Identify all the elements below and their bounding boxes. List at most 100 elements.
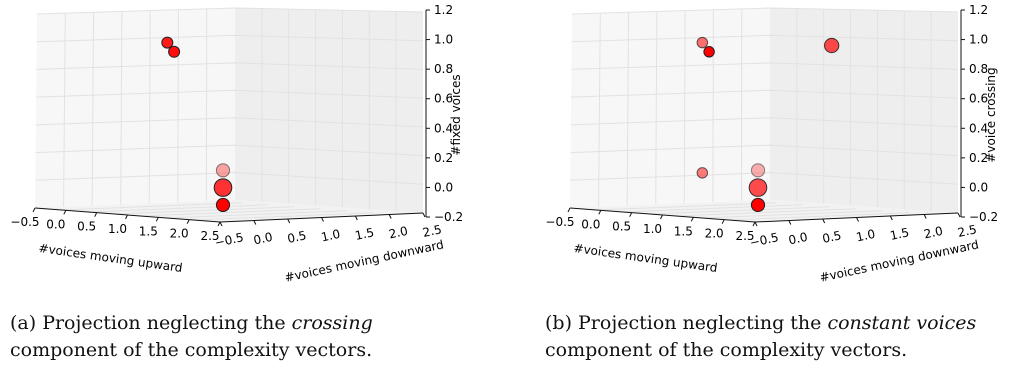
y-tick xyxy=(287,218,291,224)
data-point xyxy=(696,36,709,49)
x-tick-label: 1.0 xyxy=(643,222,662,236)
x-tick xyxy=(125,214,128,220)
z-tick-label: 0.8 xyxy=(969,62,988,76)
gridline xyxy=(570,144,959,157)
y-tick-label: 0.0 xyxy=(252,230,274,248)
caption-b-suffix: component of the complexity vectors. xyxy=(545,339,908,361)
gridline xyxy=(35,144,424,157)
gridline xyxy=(728,212,909,221)
data-point xyxy=(824,37,840,54)
z-tick-label: −0.2 xyxy=(434,210,463,224)
caption-b: (b) Projection neglecting the constant v… xyxy=(545,310,1000,364)
floor xyxy=(35,200,423,222)
gridline xyxy=(63,13,66,207)
x-tick-label: 1.0 xyxy=(108,222,127,236)
data-point xyxy=(213,178,233,197)
gridline xyxy=(649,206,830,215)
gridline xyxy=(177,9,179,203)
z-tick-label: 0.6 xyxy=(969,92,988,106)
z-axis-label: #fixed voices xyxy=(449,74,463,155)
data-point xyxy=(750,163,766,178)
z-tick-label: 0.2 xyxy=(434,151,453,165)
x-tick-label: 1.5 xyxy=(674,224,693,238)
y-tick-label: 1.5 xyxy=(354,225,376,243)
y-tick xyxy=(321,217,324,222)
chart-a: −0.5 0.0 0.5 1.0 1.5 2.0 2.5 #voices moving upw… xyxy=(10,3,463,285)
y-tick xyxy=(354,215,358,221)
x-tick-label: 2.0 xyxy=(705,227,724,241)
x-axis-label: #voices moving upward xyxy=(573,241,719,275)
x-tick xyxy=(94,212,98,217)
y-tick xyxy=(889,215,893,221)
x-tick-label: 2.5 xyxy=(735,229,754,243)
y-tick xyxy=(253,220,257,225)
y-tick-label: 1.5 xyxy=(889,225,911,243)
y-tick xyxy=(822,218,826,224)
gridline xyxy=(675,208,856,217)
data-point xyxy=(168,45,181,58)
x-tick-label: 0.5 xyxy=(612,220,631,234)
caption-b-prefix: (b) Projection neglecting the xyxy=(545,312,828,334)
right-wall xyxy=(235,8,423,213)
z-tick-label: −0.2 xyxy=(969,210,998,224)
gridline xyxy=(87,204,268,213)
caption-a-prefix: (a) Projection neglecting the xyxy=(10,312,292,334)
gridline xyxy=(35,172,424,185)
x-tick-label: 0.0 xyxy=(581,217,600,231)
x-tick xyxy=(155,217,159,222)
x-tick-label: 2.0 xyxy=(170,227,189,241)
z-tick-label: 1.0 xyxy=(969,33,988,47)
y-tick xyxy=(923,214,927,219)
x-tick xyxy=(660,214,663,220)
gridline xyxy=(626,12,630,206)
z-tick-label: 0.6 xyxy=(434,92,453,106)
gridline xyxy=(571,7,959,15)
x-tick xyxy=(752,221,756,227)
gridline xyxy=(570,117,959,128)
gridline xyxy=(193,212,374,221)
y-tick-label: 0.5 xyxy=(286,228,308,246)
y-tick xyxy=(856,217,859,222)
z-tick-label: 0.2 xyxy=(969,151,988,165)
y-tick-label: 2.0 xyxy=(388,224,410,242)
x-tick-label: −0.5 xyxy=(10,215,39,229)
y-tick xyxy=(957,212,961,218)
chart-b: −0.5 0.0 0.5 1.0 1.5 2.0 2.5 #voices moving upw… xyxy=(545,3,998,285)
gridline xyxy=(36,7,424,15)
z-tick-label: 0.0 xyxy=(434,180,453,194)
gridline xyxy=(35,117,424,128)
x-tick xyxy=(567,207,571,213)
chart-panel-a: −0.5 0.0 0.5 1.0 1.5 2.0 2.5 #voices moving upw… xyxy=(5,0,475,290)
y-tick-label: 2.5 xyxy=(956,222,978,240)
y-tick-label: −0.5 xyxy=(213,230,244,250)
gridline xyxy=(571,89,959,99)
chart-panel-b: −0.5 0.0 0.5 1.0 1.5 2.0 2.5 #voices moving upw… xyxy=(540,0,1009,290)
y-axis-label: #voices moving downward xyxy=(818,237,980,284)
x-tick xyxy=(186,219,190,224)
data-point xyxy=(161,36,174,49)
gridline xyxy=(702,210,883,219)
x-tick xyxy=(598,210,602,215)
caption-a: (a) Projection neglecting the crossing c… xyxy=(10,310,465,364)
z-axis-label: #voice crossing xyxy=(984,67,998,162)
data-point xyxy=(215,163,231,178)
gridline xyxy=(36,34,424,43)
y-tick xyxy=(788,220,792,225)
z-tick-label: 0.0 xyxy=(969,180,988,194)
x-tick xyxy=(32,207,36,213)
x-axis-label: #voices moving upward xyxy=(38,241,184,275)
y-tick-label: −0.5 xyxy=(748,230,779,250)
gridline xyxy=(655,11,658,205)
y-tick-label: 1.0 xyxy=(855,227,877,245)
caption-b-emph: constant voices xyxy=(827,312,977,334)
x-tick-label: −0.5 xyxy=(545,215,574,229)
z-tick-label: 1.2 xyxy=(969,3,988,17)
x-tick-label: 1.5 xyxy=(139,224,158,238)
gridline xyxy=(114,206,295,215)
z-tick-label: 1.2 xyxy=(434,3,453,17)
gridline xyxy=(571,34,959,43)
data-point xyxy=(748,178,768,197)
caption-a-emph: crossing xyxy=(291,312,373,334)
y-tick-label: 0.0 xyxy=(787,230,809,248)
z-tick-label: 0.8 xyxy=(434,62,453,76)
